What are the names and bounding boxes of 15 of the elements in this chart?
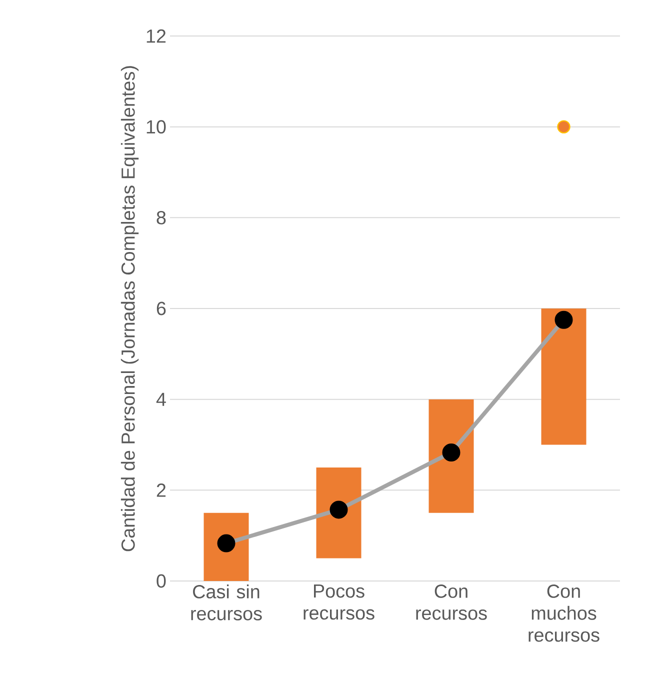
x-tick-label: Con recursos	[416, 584, 487, 620]
y-tick-label: 8	[156, 210, 166, 224]
x-tick-label: Pocos recursos	[304, 584, 374, 620]
y-tick-label: 2	[156, 484, 166, 497]
y-tick-label: 12	[146, 29, 166, 43]
bar	[428, 399, 474, 513]
y-tick-label: 4	[156, 392, 166, 406]
y-tick-label: 10	[146, 120, 166, 134]
bar	[541, 308, 586, 445]
y-tick-label: 6	[156, 302, 166, 316]
x-tick-label: Con muchos recursos	[528, 584, 600, 642]
y-axis-title: Cantidad de Personal (Jornadas Completas Equivalentes)	[120, 66, 139, 552]
x-tick-label: Casi sin recursos	[191, 584, 262, 620]
y-tick-label: 0	[156, 574, 166, 588]
bar	[316, 467, 362, 558]
